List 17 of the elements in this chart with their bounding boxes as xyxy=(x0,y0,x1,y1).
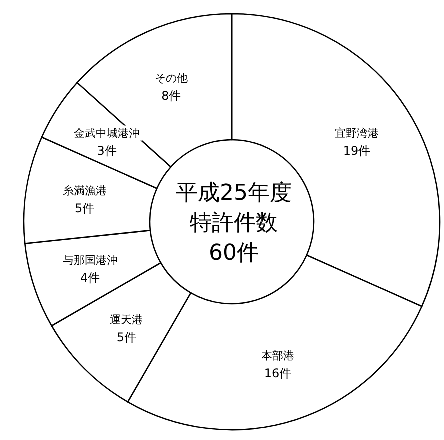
slice-label: 本部港 xyxy=(262,350,295,363)
slice-label: 運天港 xyxy=(110,313,144,326)
text: 平成25年度 xyxy=(176,181,292,206)
text: 60件 xyxy=(209,241,259,266)
slice-label: その他 xyxy=(154,72,188,85)
data-label: 5件 xyxy=(116,330,136,344)
data-label: 4件 xyxy=(80,271,100,286)
slice-label: 糸満漁港 xyxy=(62,184,107,198)
data-label: 3件 xyxy=(97,144,117,158)
slice-label: 与那国港沖 xyxy=(62,254,118,268)
text: 特許件数 xyxy=(190,211,278,236)
data-label: 19件 xyxy=(343,144,371,158)
slice-label: 宜野湾港 xyxy=(334,126,379,140)
data-label: 8件 xyxy=(162,88,182,103)
data-label: 16件 xyxy=(264,366,292,381)
data-label: 5件 xyxy=(75,202,95,216)
slice-label: 金武中城港沖 xyxy=(74,126,140,140)
